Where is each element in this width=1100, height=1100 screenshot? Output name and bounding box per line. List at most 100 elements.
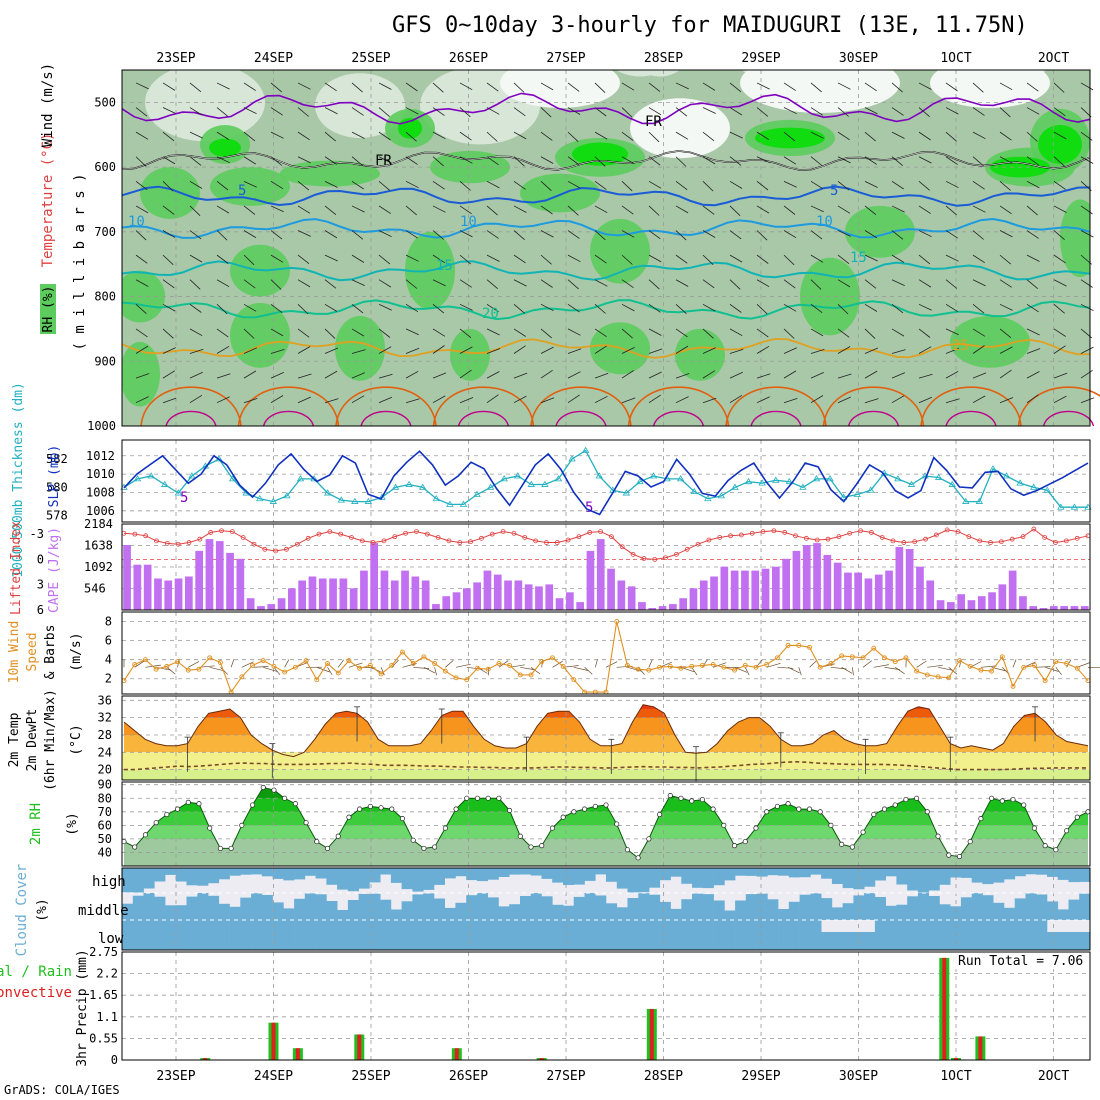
pressure-tick-label: 900: [94, 354, 116, 368]
cloud-low-bar: [218, 920, 230, 950]
wind10m-point: [217, 660, 223, 665]
wind-barb: [486, 254, 500, 262]
contour-label: 5: [180, 490, 188, 506]
isotherm-30-loop: [920, 386, 1022, 427]
cloud-low-bar: [401, 920, 413, 950]
cloud-low-bar: [186, 920, 198, 950]
cape-bar: [1029, 606, 1038, 610]
wind-barb: [918, 346, 932, 354]
wind-barb: [810, 303, 823, 314]
temp-tick-label: 28: [98, 728, 112, 742]
li-point: [630, 551, 636, 557]
cape-bar: [298, 580, 306, 610]
contour-label: 5: [585, 500, 593, 516]
cloud-high-bar: [251, 868, 263, 875]
cloud-middle-bar: [950, 906, 962, 920]
wind-barb: [1053, 372, 1068, 379]
rh-point: [271, 787, 277, 793]
wind-barb: [351, 205, 365, 213]
rh-point: [378, 805, 384, 811]
wind-barb: [1080, 205, 1093, 215]
wind-barb: [729, 156, 742, 166]
li-point: [424, 531, 430, 537]
wind-barb: [594, 107, 607, 117]
li-tick-label: -3: [30, 527, 44, 541]
rh-point: [860, 829, 866, 835]
cape-bar: [133, 564, 142, 610]
thickness-point: [867, 486, 875, 493]
li-point: [219, 528, 224, 534]
wind10m-barb: [605, 661, 618, 668]
rh-point: [432, 844, 438, 850]
cloud-low-bar: [240, 920, 252, 950]
cape-bar: [885, 570, 893, 610]
wind-barb: [432, 230, 444, 240]
cloud-middle-bar: [186, 896, 198, 920]
thickness-point: [1029, 483, 1038, 490]
cloud-middle-bar: [917, 893, 929, 920]
cape-bar: [926, 580, 935, 610]
wind-barb: [999, 131, 1012, 141]
wind-barb: [432, 131, 446, 140]
wind-barb: [162, 303, 176, 312]
wind-barb: [837, 205, 851, 214]
thickness-point: [731, 483, 739, 490]
cloud-high-bar: [659, 868, 671, 881]
wind-barb: [405, 303, 419, 313]
wind-barb: [216, 131, 230, 140]
wind-barb: [540, 107, 552, 118]
wind-barb: [837, 346, 851, 354]
wind-barb: [756, 304, 768, 315]
wind-barb: [486, 348, 501, 354]
li-point: [771, 528, 777, 534]
li-point: [890, 538, 896, 544]
cloud-high-bar: [1068, 868, 1080, 883]
cloud-low-bar: [788, 920, 800, 950]
wind10m-point: [967, 663, 973, 669]
wind-barb: [270, 303, 283, 314]
rh-point: [132, 844, 138, 850]
wind-barb: [810, 328, 824, 337]
contour-label: 15: [850, 250, 867, 266]
wind-barb: [351, 372, 366, 379]
wind-barb: [486, 303, 499, 313]
cloud-high-bar: [874, 868, 886, 881]
cloud-low-bar: [821, 932, 833, 950]
wind-barb: [648, 328, 662, 336]
wind-barb: [297, 156, 311, 164]
wind-barb: [513, 279, 527, 287]
isotherm-30-loop: [335, 386, 437, 427]
wind-barb: [621, 131, 634, 141]
cape-bar: [401, 570, 409, 610]
cape-bar: [473, 582, 481, 610]
wind-barb: [702, 328, 714, 339]
wind-barb: [972, 107, 985, 116]
rh-point: [806, 806, 813, 812]
rh-point: [314, 839, 320, 845]
wind-barb: [810, 180, 824, 190]
rh-point: [785, 801, 791, 807]
wind10m-point: [410, 661, 416, 666]
wind-barb: [783, 398, 798, 404]
wind10m-point: [764, 661, 770, 667]
wind10m-barb: [252, 666, 269, 668]
cloud-middle-bar: [154, 896, 166, 920]
wind-barb: [432, 205, 446, 213]
wind-barb: [972, 372, 987, 379]
wind10m-point: [292, 664, 298, 670]
cloud-cover-panel: high middle low: [78, 867, 1091, 951]
wind10m-barb: [380, 667, 385, 676]
li-point: [847, 530, 853, 536]
wind-barb: [378, 346, 392, 354]
cape-bar: [813, 543, 821, 610]
wind10m-barb: [423, 666, 436, 674]
thickness-tick-label: 582: [46, 452, 68, 466]
cape-bar: [1050, 606, 1058, 610]
wind-barb: [432, 82, 444, 93]
cloud-middle-bar: [1025, 893, 1037, 920]
wind10m-point: [742, 662, 748, 668]
cape-bar: [730, 570, 739, 610]
wind10m-point: [389, 662, 395, 668]
wind-barb: [405, 279, 418, 289]
isotherm-30-loop: [530, 386, 632, 427]
